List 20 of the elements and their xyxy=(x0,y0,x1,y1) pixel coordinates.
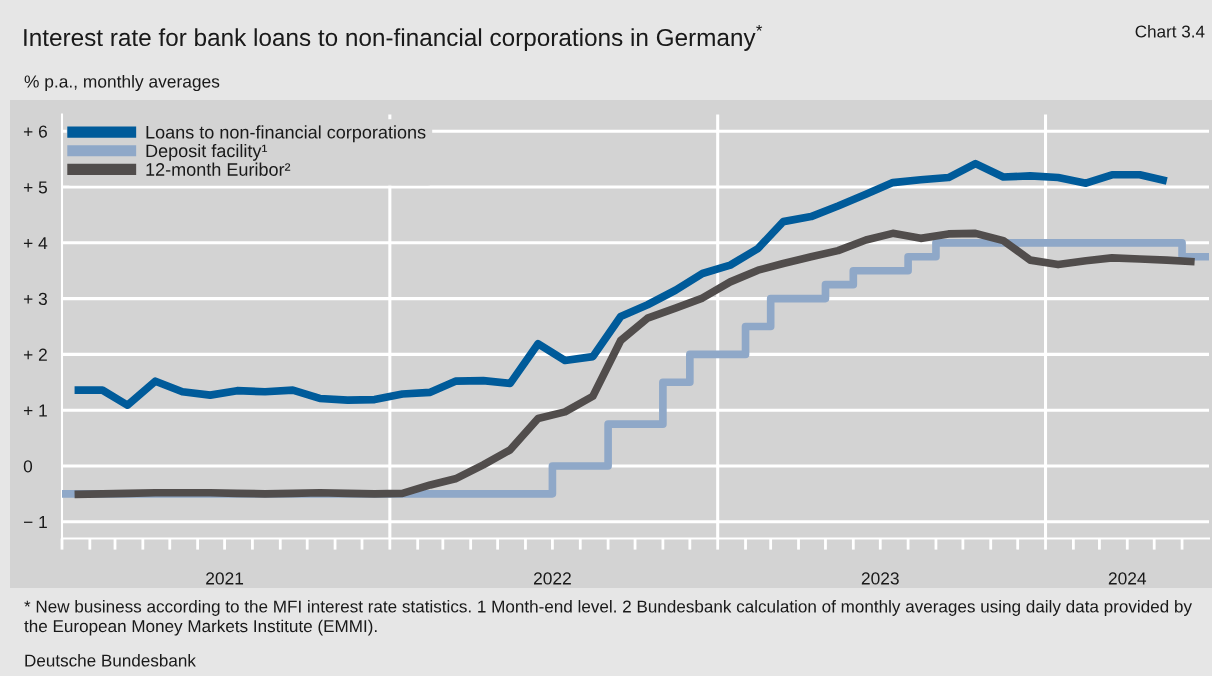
chart-title: Interest rate for bank loans to non-financial corporations in Germany$^{*}$ xyxy=(24,24,763,51)
legend-label: Deposit facility¹ xyxy=(146,143,268,161)
y-tick-label: + 3 xyxy=(23,292,47,306)
y-tick-label: + 4 xyxy=(23,237,48,250)
y-tick-label: − 1 xyxy=(23,516,47,529)
y-tick-label: + 5 xyxy=(23,181,47,194)
x-tick-label: 2023 xyxy=(861,572,899,585)
x-tick-label: 2022 xyxy=(533,572,571,585)
legend-label: 12-month Euribor² xyxy=(146,162,291,176)
y-tick-label: + 1 xyxy=(23,404,47,417)
legend-label: Loans to non-financial corporations xyxy=(146,125,426,143)
y-tick-label: 0 xyxy=(23,460,33,473)
y-tick-label: + 6 xyxy=(23,125,47,138)
caption: Chart 3.4 xyxy=(1135,25,1205,38)
x-tick-label: 2024 xyxy=(1108,572,1147,585)
text: * New business according to the MFI interest rate statistics. 1 Month-end level. 2 Bundesbank calculation of monthly averages using daily data provided by the European Money Markets Institute (EMMI). xyxy=(24,600,1192,636)
x-tick-label: 2021 xyxy=(206,572,244,585)
text: Deutsche Bundesbank xyxy=(25,654,196,667)
y-tick-label: + 2 xyxy=(23,348,47,361)
chart-subtitle: % p.a., monthly averages xyxy=(24,74,220,92)
